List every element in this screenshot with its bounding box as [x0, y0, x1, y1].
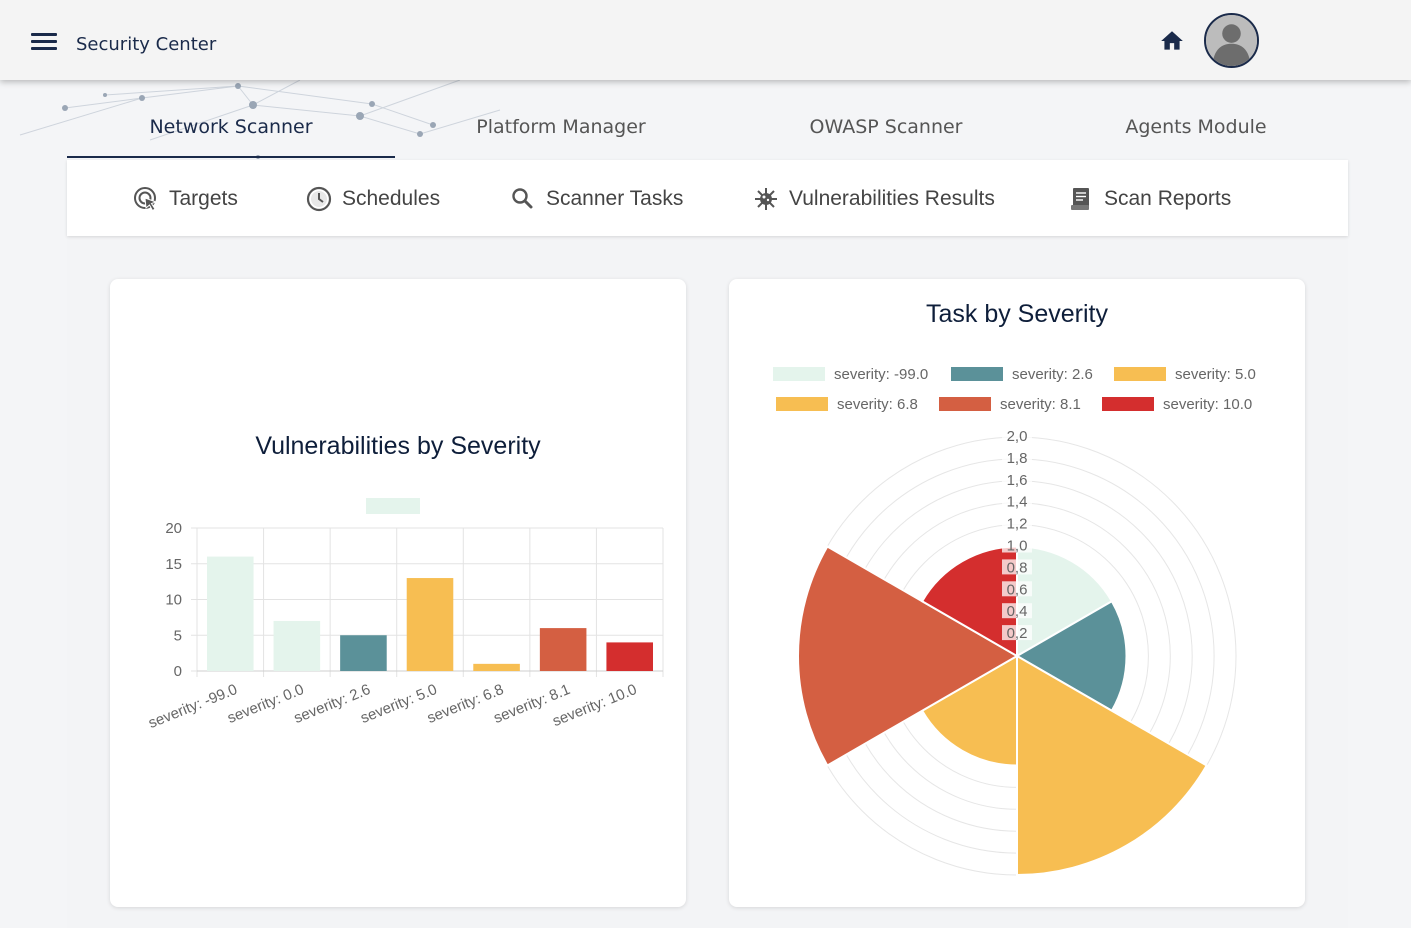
- network-background-graphic: [19, 80, 501, 159]
- subnav-targets[interactable]: Targets: [133, 184, 238, 214]
- subnav-schedules[interactable]: Schedules: [306, 184, 440, 214]
- x-tick-label: severity: -99.0: [146, 681, 240, 732]
- legend-label: severity: 8.1: [1000, 396, 1081, 413]
- legend-item[interactable]: severity: 5.0: [1114, 366, 1256, 383]
- legend-label: severity: 10.0: [1163, 396, 1252, 413]
- bar-chart-title: Vulnerabilities by Severity: [255, 432, 541, 460]
- bar[interactable]: [340, 635, 387, 671]
- y-tick-label: 5: [174, 627, 182, 644]
- report-icon: [1071, 188, 1089, 210]
- virus-icon: [755, 188, 777, 210]
- legend-swatch: [776, 397, 828, 411]
- legend-swatch: [1102, 397, 1154, 411]
- tab-network-scanner[interactable]: Network Scanner: [149, 116, 313, 138]
- y-tick-label: 0: [174, 663, 182, 680]
- legend-swatch: [1114, 367, 1166, 381]
- module-tabs: Network Scanner Platform Manager OWASP S…: [67, 90, 1348, 160]
- tab-platform-manager[interactable]: Platform Manager: [476, 116, 646, 138]
- bar-chart-card: Vulnerabilities by Severity 0 5 10 15 20 seve…: [110, 279, 686, 907]
- polar-segment[interactable]: [797, 545, 1020, 767]
- r-tick-label: 1,4: [1007, 494, 1028, 511]
- app-title: Security Center: [76, 34, 217, 55]
- top-app-bar: Security Center: [0, 0, 1411, 80]
- r-tick-backdrop: [1002, 515, 1032, 531]
- legend-label: severity: -99.0: [834, 366, 928, 383]
- legend-item[interactable]: severity: -99.0: [773, 366, 928, 383]
- r-tick-label: 0,6: [1007, 581, 1028, 598]
- y-tick-label: 15: [165, 556, 182, 573]
- bar[interactable]: [406, 578, 454, 671]
- legend-label: severity: 6.8: [837, 396, 918, 413]
- polar-segment[interactable]: [920, 654, 1018, 767]
- legend-item[interactable]: severity: 8.1: [939, 396, 1081, 413]
- r-tick-label: 1,6: [1007, 472, 1028, 489]
- user-avatar[interactable]: [1204, 13, 1259, 68]
- subnav-label: Targets: [169, 187, 238, 210]
- subnav-scanner-tasks[interactable]: Scanner Tasks: [510, 184, 683, 214]
- r-tick-backdrop: [1002, 449, 1032, 465]
- menu-icon[interactable]: [31, 33, 57, 53]
- subnav-label: Vulnerabilities Results: [789, 187, 995, 210]
- legend-item[interactable]: severity: 10.0: [1102, 396, 1252, 413]
- r-tick-label: 2,0: [1007, 428, 1028, 445]
- polar-chart-card: Task by Severity 0,2 0,4 0,6 0,8 1,0 1,2 1,4 1,…: [729, 279, 1305, 907]
- r-tick-backdrop: [1002, 559, 1032, 575]
- r-tick-label: 0,8: [1007, 559, 1028, 576]
- r-tick-backdrop: [1002, 625, 1032, 641]
- r-tick-backdrop: [1002, 581, 1032, 597]
- tab-owasp-scanner[interactable]: OWASP Scanner: [809, 116, 963, 138]
- legend-item[interactable]: severity: 2.6: [951, 366, 1093, 383]
- subnav-label: Scanner Tasks: [546, 187, 684, 210]
- legend-label: severity: 5.0: [1175, 366, 1256, 383]
- r-tick-label: 1,8: [1007, 450, 1028, 467]
- polar-segment[interactable]: [1014, 599, 1128, 713]
- search-icon: [512, 188, 533, 209]
- polar-area-chart: 0,2 0,4 0,6 0,8 1,0 1,2 1,4 1,6 1,8 2,0 severity: …: [773, 366, 1256, 877]
- y-tick-label: 10: [165, 592, 182, 609]
- bar[interactable]: [539, 628, 587, 671]
- y-tick-label: 20: [165, 520, 182, 537]
- active-tab-indicator: [67, 156, 395, 158]
- bar[interactable]: [273, 620, 321, 671]
- r-tick-backdrop: [1002, 603, 1032, 619]
- target-cursor-icon: [134, 187, 158, 212]
- bar[interactable]: [207, 556, 254, 671]
- r-tick-backdrop: [1002, 428, 1032, 443]
- polar-chart-title: Task by Severity: [925, 300, 1108, 328]
- r-tick-label: 0,2: [1007, 625, 1028, 642]
- subnav-vulnerabilities-results[interactable]: Vulnerabilities Results: [753, 184, 995, 214]
- legend-swatch: [773, 367, 825, 381]
- sub-navigation: Targets Schedules Scanner Tasks Vulnerab…: [67, 160, 1348, 236]
- r-tick-backdrop: [1002, 471, 1032, 487]
- bar[interactable]: [606, 642, 653, 671]
- legend-label: severity: 2.6: [1012, 366, 1093, 383]
- home-icon[interactable]: [1158, 28, 1186, 54]
- subnav-label: Schedules: [342, 187, 441, 210]
- r-tick-backdrop: [1002, 537, 1032, 553]
- legend-swatch[interactable]: [366, 498, 420, 514]
- r-tick-label: 1,0: [1007, 538, 1028, 555]
- polar-segment[interactable]: [1016, 654, 1209, 877]
- r-tick-label: 0,4: [1007, 603, 1028, 620]
- bar[interactable]: [473, 663, 520, 671]
- legend-swatch: [939, 397, 991, 411]
- r-tick-backdrop: [1002, 493, 1032, 509]
- clock-icon: [306, 186, 332, 212]
- legend-swatch: [951, 367, 1003, 381]
- r-tick-label: 1,2: [1007, 516, 1028, 533]
- legend-item[interactable]: severity: 6.8: [776, 396, 918, 413]
- subnav-scan-reports[interactable]: Scan Reports: [1068, 184, 1231, 214]
- subnav-label: Scan Reports: [1104, 187, 1232, 210]
- tab-agents-module[interactable]: Agents Module: [1125, 116, 1267, 138]
